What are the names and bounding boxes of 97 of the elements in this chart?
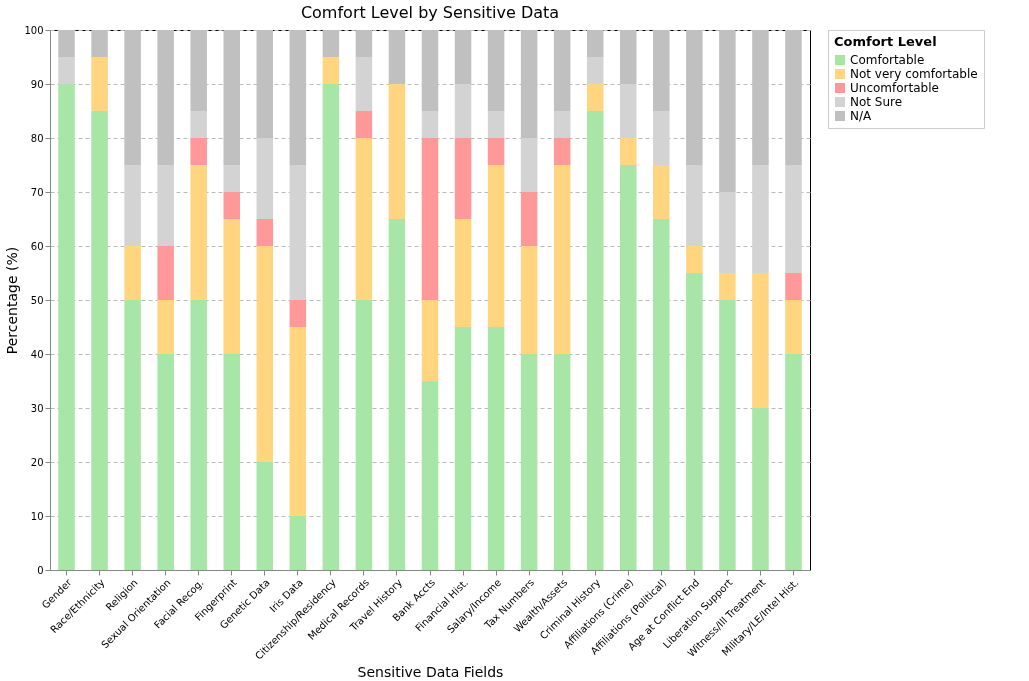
bar [289, 516, 307, 570]
bar [256, 219, 274, 246]
bar [553, 138, 571, 165]
legend-title: Comfort Level [834, 34, 937, 49]
bar [454, 84, 472, 138]
bar [620, 138, 637, 165]
bar [388, 219, 406, 570]
bar [653, 219, 670, 570]
bar [421, 381, 439, 570]
bar [388, 84, 406, 219]
bar [487, 111, 505, 138]
bar [752, 273, 769, 408]
legend-label: Uncomfortable [850, 81, 939, 95]
bar [785, 354, 802, 570]
y-tick-label: 80 [30, 132, 44, 144]
bar [752, 408, 769, 570]
bar [157, 354, 174, 570]
bar [785, 165, 802, 273]
bar [190, 111, 207, 138]
bar [421, 111, 439, 138]
bar [190, 300, 207, 570]
bar [157, 246, 174, 300]
bar [586, 57, 604, 84]
bar [355, 138, 373, 300]
bar [124, 165, 141, 246]
y-tick-label: 30 [30, 402, 44, 414]
bar [124, 300, 141, 570]
bar [355, 111, 373, 138]
y-tick-label: 0 [37, 564, 44, 576]
bar [289, 327, 307, 516]
y-tick-label: 20 [30, 456, 44, 468]
bar [520, 354, 538, 570]
x-axis-title: Sensitive Data Fields [357, 663, 504, 680]
y-tick-label: 50 [30, 294, 44, 306]
chart-title: Comfort Level by Sensitive Data [300, 3, 560, 22]
bar [256, 138, 274, 219]
y-axis-title: Percentage (%) [4, 246, 21, 355]
bar [190, 165, 207, 300]
bar [553, 111, 571, 138]
bar [520, 246, 538, 354]
bar [256, 246, 274, 462]
bar [719, 300, 736, 570]
bar [686, 273, 703, 570]
bar [256, 462, 274, 570]
legend-label: N/A [850, 109, 873, 123]
y-tick-label: 90 [30, 78, 44, 90]
bar [586, 111, 604, 570]
legend-label: Not Sure [850, 95, 903, 109]
bar [157, 165, 174, 246]
bar [355, 300, 373, 570]
bar [620, 165, 637, 570]
bar [586, 84, 604, 111]
y-tick-label: 60 [30, 240, 44, 252]
bar [686, 165, 703, 246]
bar [785, 300, 802, 354]
y-tick-label: 100 [24, 24, 44, 36]
bar [653, 111, 670, 165]
bar [752, 165, 769, 273]
bar [520, 138, 538, 192]
bar [223, 165, 240, 192]
bar [91, 111, 108, 570]
bar [91, 57, 108, 111]
bar [454, 138, 472, 219]
bar [487, 327, 505, 570]
bar [454, 327, 472, 570]
y-tick-label: 10 [30, 510, 44, 522]
bar [487, 165, 505, 327]
bar [223, 192, 240, 219]
y-tick-label: 40 [30, 348, 44, 360]
bar [58, 57, 75, 84]
legend-label: Comfortable [850, 53, 925, 67]
bar [520, 192, 538, 246]
bar [653, 165, 670, 219]
bar [289, 300, 307, 327]
bar [454, 219, 472, 327]
bar [719, 192, 736, 273]
bar [421, 138, 439, 300]
bar [620, 84, 637, 138]
bar [421, 300, 439, 381]
bar [124, 246, 141, 300]
bar [553, 165, 571, 354]
bar [553, 354, 571, 570]
bar [487, 138, 505, 165]
bar [223, 219, 240, 354]
y-tick-label: 70 [30, 186, 44, 198]
bar [289, 165, 307, 300]
bar [785, 273, 802, 300]
bar [157, 300, 174, 354]
bar [322, 84, 340, 570]
legend-label: Not very comfortable [850, 67, 978, 81]
bar [190, 138, 207, 165]
bar [322, 57, 340, 84]
bar [719, 273, 736, 300]
bar [355, 57, 373, 111]
bar [223, 354, 240, 570]
bar [686, 246, 703, 273]
bar [58, 84, 75, 570]
